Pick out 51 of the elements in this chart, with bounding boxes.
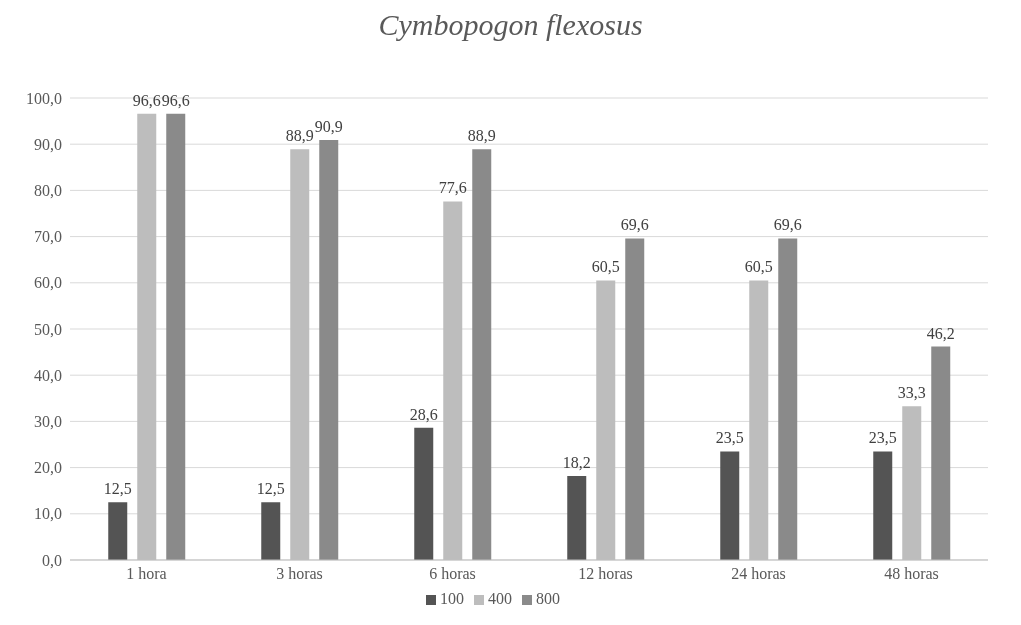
y-tick-label: 10,0 [34, 505, 62, 523]
data-label: 90,9 [314, 118, 343, 136]
y-tick-label: 40,0 [34, 366, 62, 384]
y-tick-label: 80,0 [34, 182, 62, 200]
data-label: 69,6 [620, 216, 649, 234]
data-label: 60,5 [591, 258, 620, 276]
bar [472, 149, 492, 560]
data-label: 60,5 [744, 258, 773, 276]
data-label: 46,2 [926, 324, 955, 342]
y-tick-label: 100,0 [26, 89, 62, 107]
data-label: 77,6 [438, 179, 467, 197]
bar [567, 475, 587, 560]
y-tick-label: 30,0 [34, 413, 62, 431]
x-tick-label: 48 horas [884, 565, 939, 583]
data-label: 12,5 [103, 480, 132, 498]
data-label: 23,5 [868, 429, 897, 447]
data-label: 96,6 [132, 91, 161, 109]
data-label: 33,3 [897, 384, 926, 402]
bar [414, 427, 434, 560]
legend-label: 400 [488, 590, 512, 607]
y-tick-label: 70,0 [34, 228, 62, 246]
bar [108, 502, 128, 560]
legend-label: 800 [536, 590, 560, 607]
data-label: 12,5 [256, 480, 285, 498]
data-label: 96,6 [161, 91, 190, 109]
y-tick-label: 0,0 [42, 551, 62, 569]
x-tick-label: 24 horas [731, 565, 786, 583]
y-tick-label: 50,0 [34, 320, 62, 338]
data-label: 88,9 [467, 127, 496, 145]
x-tick-label: 12 horas [578, 565, 633, 583]
data-label: 23,5 [715, 429, 744, 447]
bar [778, 238, 798, 560]
legend-label: 100 [440, 590, 464, 607]
data-label: 28,6 [409, 405, 438, 423]
bar [720, 451, 740, 560]
y-tick-label: 60,0 [34, 274, 62, 292]
x-tick-label: 1 hora [126, 565, 167, 583]
y-tick-label: 90,0 [34, 135, 62, 153]
bar [625, 238, 645, 560]
bar [319, 140, 339, 560]
chart-title: Cymbopogon flexosus [377, 8, 644, 43]
y-tick-label: 20,0 [34, 459, 62, 477]
bar [166, 113, 186, 560]
bar [261, 502, 281, 560]
data-label: 69,6 [773, 216, 802, 234]
x-tick-label: 3 horas [276, 565, 323, 583]
bar [931, 346, 951, 560]
bar [873, 451, 893, 560]
data-label: 88,9 [285, 127, 314, 145]
x-tick-label: 6 horas [429, 565, 476, 583]
data-label: 18,2 [562, 453, 591, 471]
